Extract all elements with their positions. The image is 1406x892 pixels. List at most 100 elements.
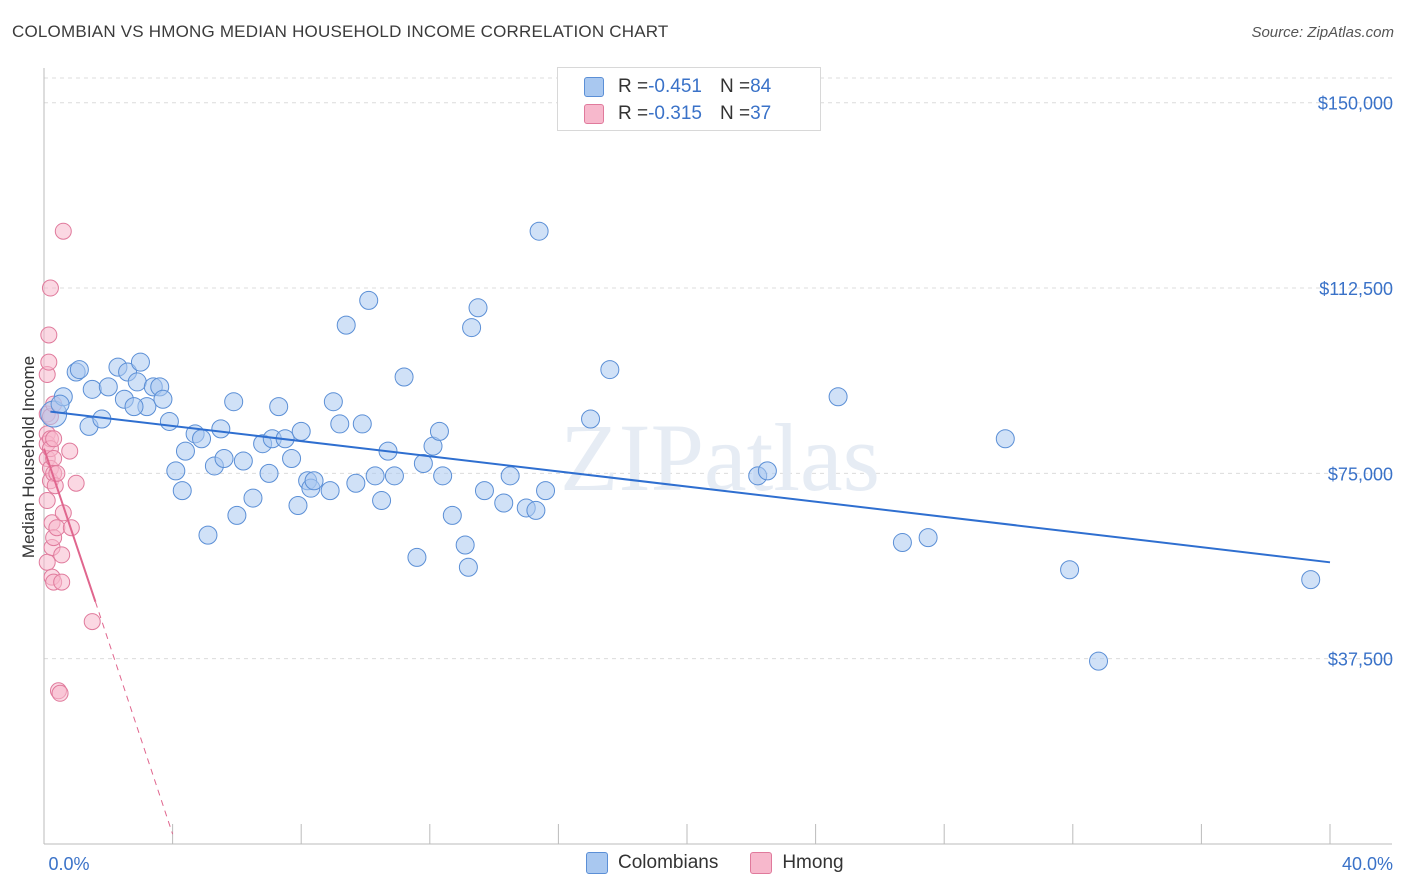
colombian-point [323, 392, 343, 412]
y-tick-label: $150,000 [1318, 94, 1393, 114]
colombian-point [757, 461, 777, 481]
legend-label: Hmong [782, 852, 844, 873]
legend-swatch-blue [586, 852, 608, 874]
colombian-points [40, 221, 1321, 671]
colombian-point [192, 429, 212, 449]
colombian-point [429, 421, 449, 441]
hmong-point [48, 519, 66, 537]
legend-row-colombians: R = -0.451 N = 84 [584, 76, 771, 98]
colombian-point [269, 397, 289, 417]
colombian-point [372, 491, 392, 511]
legend-row-hmong: R = -0.315 N = 37 [584, 103, 771, 125]
legend-r-label: R = [618, 103, 649, 124]
colombian-point [336, 315, 356, 335]
colombian-point [468, 298, 488, 318]
colombian-point [175, 441, 195, 461]
colombian-point [600, 360, 620, 380]
hmong-point [51, 684, 69, 702]
legend-item-colombians[interactable]: Colombians [586, 852, 718, 874]
x-tick-label-max: 40.0% [1342, 854, 1393, 874]
hmong-point [61, 442, 79, 460]
hmong-trend-extension [94, 601, 174, 835]
colombian-point [198, 525, 218, 545]
legend-swatch-blue [584, 77, 604, 97]
hmong-point [40, 326, 58, 344]
hmong-point [38, 492, 56, 510]
hmong-point [41, 279, 59, 297]
legend-label: Colombians [618, 852, 719, 873]
colombian-point [365, 466, 385, 486]
colombian-point [227, 505, 247, 525]
colombian-point [291, 421, 311, 441]
colombian-point [346, 473, 366, 493]
colombian-point [50, 394, 70, 414]
colombian-point [407, 547, 427, 567]
colombian-point [500, 466, 520, 486]
colombian-point [211, 419, 231, 439]
colombian-point [1089, 651, 1109, 671]
legend-r-value: -0.315 [648, 103, 702, 124]
colombian-point [474, 481, 494, 501]
colombian-point [433, 466, 453, 486]
colombian-point [153, 389, 173, 409]
legend-n-label: N = [719, 103, 751, 124]
correlation-legend: R = -0.451 N = 84 R = -0.315 N = 37 [557, 67, 821, 131]
colombian-point [233, 451, 253, 471]
y-tick-label: $112,500 [1319, 279, 1393, 299]
hmong-point [40, 353, 58, 371]
colombian-point [828, 387, 848, 407]
hmong-point [53, 546, 71, 564]
colombian-point [224, 392, 244, 412]
hmong-point [53, 573, 71, 591]
hmong-point [38, 553, 56, 571]
colombian-point [536, 481, 556, 501]
legend-n-value: 84 [750, 76, 772, 97]
y-tick-label: $75,000 [1328, 464, 1393, 484]
colombian-point [462, 318, 482, 338]
colombian-point [352, 414, 372, 434]
trend-lines [43, 410, 1331, 835]
y-tick-label: $37,500 [1328, 650, 1393, 670]
colombian-point [458, 557, 478, 577]
colombian-point [127, 372, 147, 392]
hmong-point [54, 222, 72, 240]
colombian-point [995, 429, 1015, 449]
legend-item-hmong[interactable]: Hmong [750, 852, 844, 874]
colombian-point [892, 533, 912, 553]
colombian-point [159, 411, 179, 431]
colombian-point [494, 493, 514, 513]
hmong-point [83, 613, 101, 631]
colombian-point [243, 488, 263, 508]
series-legend: Colombians Hmong [586, 852, 876, 874]
hmong-point [67, 474, 85, 492]
colombian-point [69, 360, 89, 380]
colombian-point [282, 449, 302, 469]
colombian-point [130, 352, 150, 372]
chart-title: COLOMBIAN VS HMONG MEDIAN HOUSEHOLD INCO… [12, 22, 669, 41]
watermark: ZIPatlas [560, 404, 880, 511]
colombian-point [1301, 570, 1321, 590]
colombian-point [384, 466, 404, 486]
colombian-point [172, 481, 192, 501]
hmong-trend-line [43, 448, 97, 603]
hmong-point [45, 430, 63, 448]
colombian-trend-line [50, 410, 1331, 564]
colombian-point [330, 414, 350, 434]
colombian-point [259, 463, 279, 483]
colombian-point [394, 367, 414, 387]
colombian-point [124, 397, 144, 417]
gridlines [44, 77, 1392, 660]
colombian-point [581, 409, 601, 429]
colombian-point [918, 528, 938, 548]
legend-n-value: 37 [750, 103, 772, 124]
colombian-point [413, 453, 433, 473]
y-axis-title: Median Household Income [19, 356, 38, 558]
colombian-point [529, 221, 549, 241]
colombian-point [1060, 560, 1080, 580]
legend-r-value: -0.451 [648, 76, 702, 97]
colombian-point [455, 535, 475, 555]
colombian-point [288, 495, 308, 515]
colombian-point [442, 505, 462, 525]
colombian-point [304, 471, 324, 491]
